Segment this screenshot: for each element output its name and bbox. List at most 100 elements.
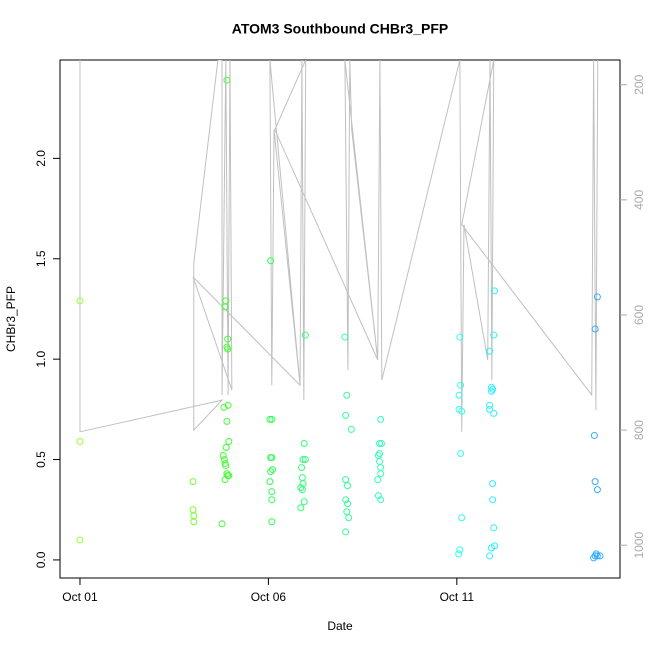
data-point xyxy=(487,544,495,552)
data-point xyxy=(489,480,497,488)
data-point xyxy=(486,405,494,413)
data-point xyxy=(190,518,198,526)
data-point xyxy=(458,407,466,415)
y2-tick-label: 600 xyxy=(632,305,646,325)
data-point xyxy=(593,293,601,301)
data-point xyxy=(189,478,197,486)
data-point xyxy=(298,474,306,482)
y-axis-label: CHBr3_PFP xyxy=(4,286,18,352)
profile-line xyxy=(79,60,599,433)
data-point xyxy=(218,520,226,528)
data-point xyxy=(374,476,382,484)
data-point xyxy=(266,478,274,486)
x-tick-label: Oct 11 xyxy=(440,590,475,604)
data-point xyxy=(590,554,598,562)
data-point xyxy=(220,403,228,411)
data-point xyxy=(221,476,229,484)
data-point xyxy=(297,484,305,492)
y-tick-label: 0.5 xyxy=(34,451,48,468)
data-point xyxy=(224,345,232,353)
data-point xyxy=(490,331,498,339)
data-point xyxy=(297,504,305,512)
data-point xyxy=(268,488,276,496)
data-point xyxy=(190,512,198,520)
data-point xyxy=(76,437,84,445)
data-point xyxy=(487,387,495,395)
data-point xyxy=(301,456,309,464)
y-tick-label: 2.0 xyxy=(34,150,48,167)
data-point xyxy=(591,552,599,560)
data-point xyxy=(268,415,276,423)
data-point xyxy=(222,462,230,470)
plot-frame xyxy=(59,59,621,579)
y2-tick-label: 400 xyxy=(632,190,646,210)
data-point xyxy=(377,464,385,472)
data-point xyxy=(341,333,349,341)
data-point xyxy=(224,401,232,409)
data-point xyxy=(342,411,350,419)
data-point xyxy=(266,415,274,423)
data-point xyxy=(301,331,309,339)
data-point xyxy=(267,468,275,476)
data-point xyxy=(377,415,385,423)
data-point xyxy=(374,492,382,500)
data-point xyxy=(456,333,464,341)
data-point xyxy=(300,498,308,506)
data-point xyxy=(300,439,308,447)
y2-tick-label: 1000 xyxy=(632,532,646,559)
data-point xyxy=(489,496,497,504)
data-point xyxy=(376,458,384,466)
data-point xyxy=(224,335,232,343)
data-point xyxy=(269,466,277,474)
data-point xyxy=(267,454,275,462)
data-point xyxy=(299,456,307,464)
data-point xyxy=(219,452,227,460)
data-point xyxy=(457,450,465,458)
data-point xyxy=(491,287,499,295)
data-point xyxy=(344,482,352,490)
data-point xyxy=(486,552,494,560)
data-point xyxy=(455,391,463,399)
data-point xyxy=(343,508,351,516)
data-point xyxy=(76,297,84,305)
data-point xyxy=(345,514,353,522)
y2-tick-label: 200 xyxy=(632,74,646,94)
data-point xyxy=(298,464,306,472)
data-point xyxy=(458,514,466,522)
data-point xyxy=(344,500,352,508)
data-point xyxy=(377,439,385,447)
data-point xyxy=(343,391,351,399)
data-point xyxy=(590,431,598,439)
data-point xyxy=(593,486,601,494)
data-point xyxy=(377,470,385,478)
data-point xyxy=(223,76,231,84)
data-point xyxy=(456,546,464,554)
y-tick-label: 1.0 xyxy=(34,350,48,367)
data-point xyxy=(221,303,229,311)
chart-title: ATOM3 Southbound CHBr3_PFP xyxy=(232,21,448,37)
data-point xyxy=(596,552,604,560)
data-point xyxy=(486,347,494,355)
x-tick-label: Oct 06 xyxy=(251,590,287,604)
data-point xyxy=(222,443,230,451)
data-point xyxy=(223,417,231,425)
data-point xyxy=(342,496,350,504)
data-point xyxy=(591,325,599,333)
y-tick-label: 0.0 xyxy=(34,551,48,568)
plot-area xyxy=(76,60,604,562)
data-point xyxy=(374,452,382,460)
data-point xyxy=(591,478,599,486)
data-point xyxy=(455,550,463,558)
data-point xyxy=(342,528,350,536)
data-point xyxy=(377,496,385,504)
data-point xyxy=(225,437,233,445)
y2-tick-label: 800 xyxy=(632,420,646,440)
x-axis-label: Date xyxy=(327,619,353,633)
data-point xyxy=(342,476,350,484)
data-point xyxy=(268,496,276,504)
data-point xyxy=(76,536,84,544)
data-point xyxy=(268,518,276,526)
data-point xyxy=(457,381,465,389)
data-point xyxy=(486,401,494,409)
